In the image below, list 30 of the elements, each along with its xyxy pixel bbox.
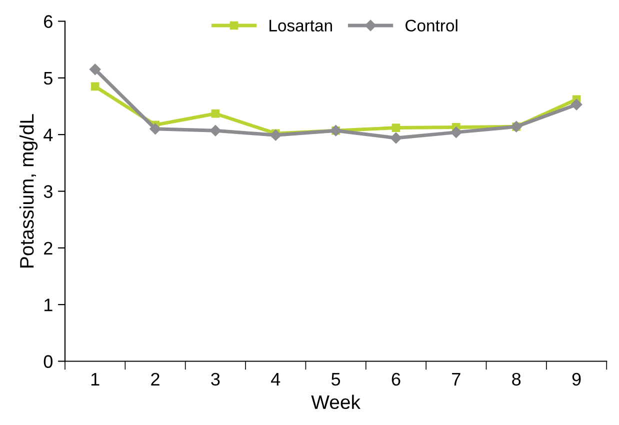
point (89, 64, 101, 76)
x-axis-title: Week (311, 394, 361, 410)
x-tick-label: 5 (332, 373, 340, 386)
point (210, 125, 222, 136)
y-axis-title: Potassium, mg/dL (19, 114, 38, 268)
x-tick-label: 1 (91, 373, 100, 386)
y-tick-label: 1 (44, 298, 52, 312)
x-tick-label: 7 (452, 373, 460, 386)
point (392, 124, 400, 132)
point (150, 123, 161, 135)
point (450, 126, 462, 138)
point (570, 98, 582, 110)
point (270, 130, 282, 141)
y-tick-label: 0 (44, 355, 52, 368)
legend-label: Control (406, 19, 458, 32)
point (211, 109, 220, 118)
x-tick-label: 3 (211, 372, 220, 386)
x-tick-label: 6 (392, 372, 400, 386)
y-tick-label: 6 (44, 15, 52, 28)
x-tick-label: 9 (572, 372, 581, 386)
x-tick-label: 4 (271, 373, 280, 386)
y-tick-label: 5 (44, 72, 52, 85)
x-tick-label: 8 (512, 372, 521, 386)
point (390, 132, 402, 144)
y-tick-label: 4 (44, 128, 53, 142)
point (90, 82, 100, 91)
legend-label: Losartan (270, 20, 332, 32)
y-tick-label: 2 (44, 242, 52, 254)
y-tick-label: 3 (44, 185, 52, 198)
x-tick-label: 2 (151, 372, 160, 386)
